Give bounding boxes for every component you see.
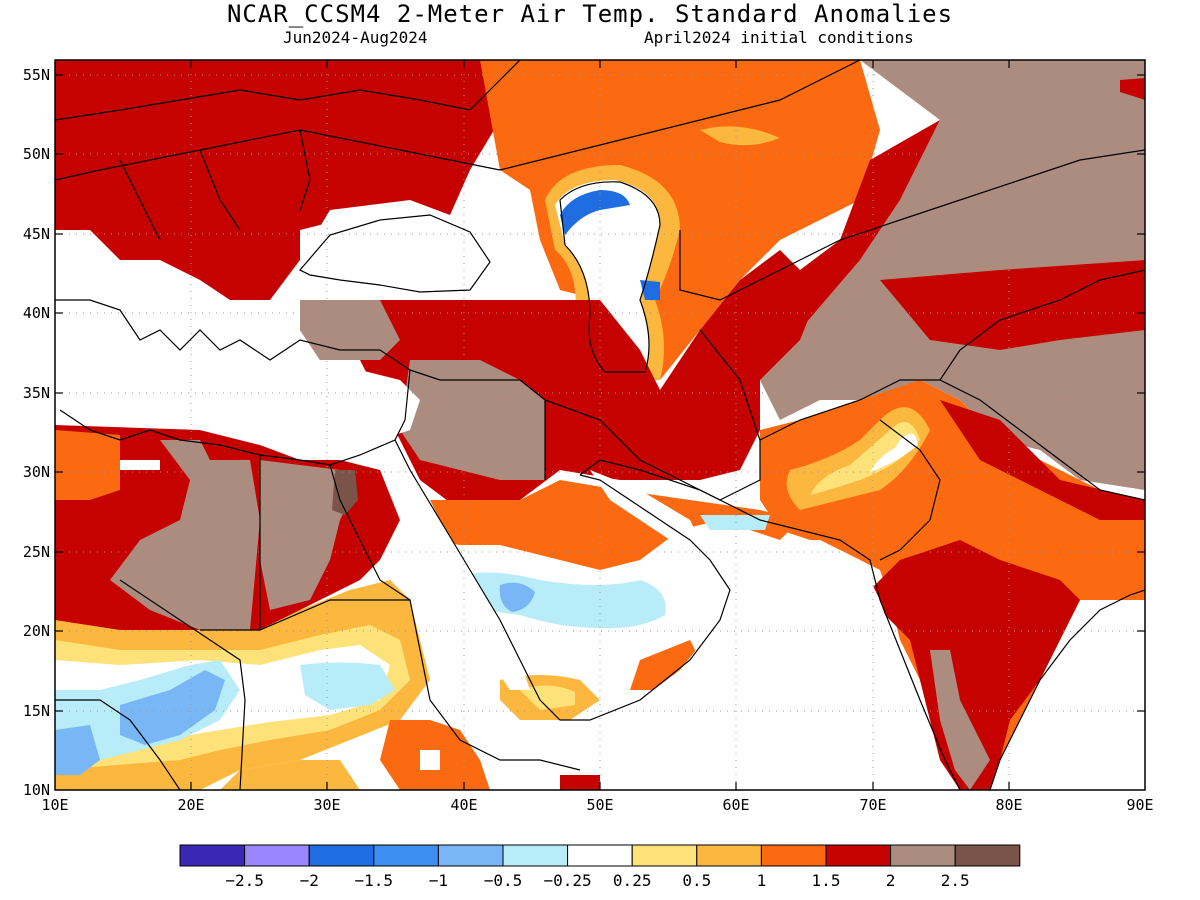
south-india-anomaly-brown (930, 650, 990, 790)
colorbar-swatch (308, 844, 375, 867)
lat-label: 45N (23, 225, 50, 243)
colorbar-swatch (954, 844, 1021, 867)
colorbar-label: −0.5 (484, 871, 523, 890)
sinai-anomaly-dark-brown (332, 470, 358, 515)
lat-label: 40N (23, 304, 50, 322)
lat-label: 55N (23, 66, 50, 84)
lon-label: 70E (859, 796, 886, 814)
lon-label: 30E (313, 796, 340, 814)
colorbar-label: 0.25 (613, 871, 652, 890)
gulf-anomaly-pale-blue (700, 515, 770, 530)
colorbar-label: −1 (429, 871, 448, 890)
india-anomaly-deep-red (870, 540, 1080, 790)
ethiopia-anomaly-neutral-cell (420, 750, 440, 770)
egypt-anomaly-brown (260, 460, 350, 610)
colorbar-label: −2.5 (225, 871, 264, 890)
anomaly-fields (55, 60, 1145, 790)
latitude-labels: 55N 50N 45N 40N 35N 30N 25N 20N 15N 10N (23, 66, 50, 799)
colorbar-swatch (373, 844, 439, 867)
lon-label: 50E (586, 796, 613, 814)
arabian-sea (600, 540, 945, 790)
indus-anomaly-neutral (870, 433, 918, 472)
lat-label: 10N (23, 781, 50, 799)
yemen-anomaly-yellow (520, 685, 575, 710)
kazakh-anomaly-yellow (700, 126, 780, 146)
colorbar-swatch (825, 844, 892, 867)
turkey-anomaly-brown (300, 300, 400, 360)
colorbar-label: 2.5 (941, 871, 970, 890)
graticule (55, 60, 1145, 790)
lat-label: 50N (23, 145, 50, 163)
levant-anomaly-brown (400, 360, 545, 480)
caspian-anomaly-blue (560, 190, 630, 235)
forecast-period: Jun2024-Aug2024 (283, 28, 428, 47)
colorbar-swatch (437, 844, 504, 867)
lon-label: 60E (722, 796, 749, 814)
oman-anomaly-orange (630, 640, 700, 690)
colorbar-swatch (244, 844, 310, 867)
coastlines-and-borders (55, 60, 1145, 790)
lat-label: 15N (23, 702, 50, 720)
somalia-anomaly-red (560, 775, 600, 790)
lat-label: 30N (23, 463, 50, 481)
black-sea (300, 215, 490, 290)
colorbar-label: 1.5 (812, 871, 841, 890)
initial-conditions: April2024 initial conditions (644, 28, 914, 47)
lon-label: 10E (41, 796, 68, 814)
lat-label: 20N (23, 622, 50, 640)
colorbar-swatch (179, 844, 246, 867)
colorbar-swatch (696, 844, 762, 867)
colorbar-label: −0.25 (544, 871, 592, 890)
west-africa-anomaly-light-blue (55, 725, 100, 775)
red-sea (400, 470, 530, 690)
himalaya-anomaly-red (940, 400, 1145, 520)
lat-label: 25N (23, 543, 50, 561)
mediterranean-sea (55, 300, 420, 460)
central-asia-anomaly-orange (480, 60, 880, 380)
gulf-of-sidra-cell (120, 460, 160, 470)
persian-gulf (590, 470, 700, 540)
axis-ticks (55, 60, 1145, 790)
colorbar-swatch (760, 844, 827, 867)
mongolia-anomaly-red (1120, 78, 1145, 100)
sudan-anomaly-pale-blue (300, 662, 395, 710)
arabia-north-anomaly-orange (420, 480, 800, 570)
colorbar-swatch (502, 844, 569, 867)
algeria-anomaly-orange (55, 430, 120, 500)
caspian-sea (555, 180, 660, 372)
arabia-anomaly-light-blue (499, 582, 535, 612)
lon-label: 20E (177, 796, 204, 814)
bay-of-bengal (1000, 600, 1145, 790)
lat-label: 35N (23, 384, 50, 402)
chad-anomaly-light-blue (120, 670, 225, 745)
south-sudan-anomaly-light-orange (220, 760, 360, 790)
lon-label: 80E (995, 796, 1022, 814)
europe-anomaly-deep-red (55, 60, 500, 300)
colorbar-swatch (890, 844, 956, 867)
colorbar-swatch (567, 844, 633, 867)
colorbar-label: 2 (886, 871, 896, 890)
colorbar-label: 1 (757, 871, 767, 890)
colorbar: −2.5 −2 −1.5 −1 −0.5 −0.25 0.25 0.5 1 1.5 2 2.5 (179, 844, 1021, 890)
longitude-labels: 10E 20E 30E 40E 50E 60E 70E 80E 90E (41, 796, 1153, 814)
indus-anomaly-yellow (810, 422, 920, 495)
colorbar-label: −1.5 (355, 871, 394, 890)
colorbar-label: −2 (300, 871, 319, 890)
colorbar-swatch (631, 844, 698, 867)
libya-anomaly-brown (110, 440, 260, 630)
chart-title: NCAR_CCSM4 2-Meter Air Temp. Standard An… (226, 0, 954, 28)
lon-label: 40E (450, 796, 477, 814)
lon-label: 90E (1126, 796, 1153, 814)
colorbar-label: 0.5 (682, 871, 711, 890)
tibet-anomaly-red-band (880, 260, 1145, 350)
